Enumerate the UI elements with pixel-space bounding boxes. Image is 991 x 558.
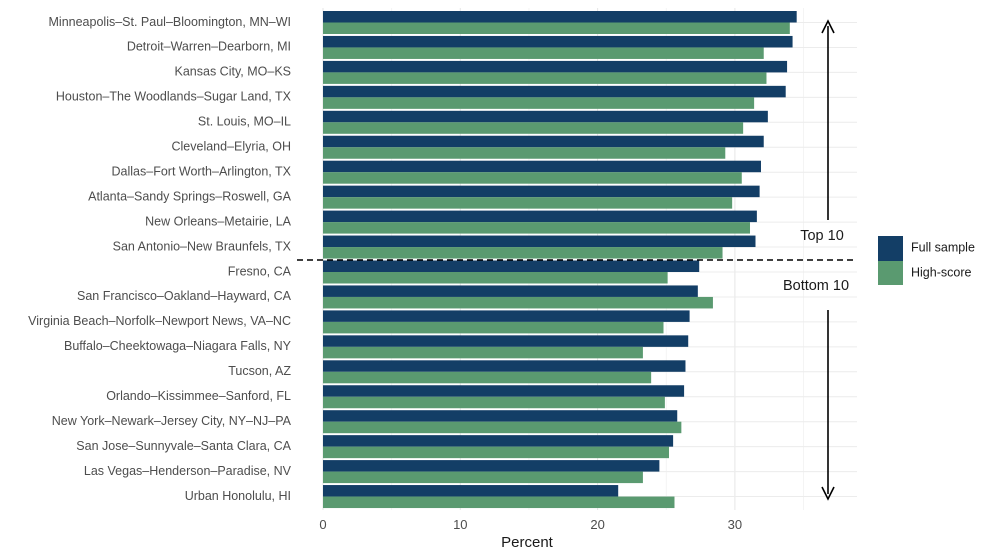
bar-full-sample bbox=[323, 385, 685, 397]
category-label: Houston–The Woodlands–Sugar Land, TX bbox=[56, 90, 292, 104]
bar-full-sample bbox=[323, 135, 764, 148]
category-label: San Francisco–Oakland–Hayward, CA bbox=[77, 289, 292, 303]
legend: Full sample High-score bbox=[878, 236, 975, 285]
x-axis-ticks: 0 10 20 30 bbox=[319, 517, 742, 532]
bar-high-score bbox=[323, 346, 643, 359]
category-label: Orlando–Kissimmee–Sanford, FL bbox=[106, 389, 291, 403]
category-label: St. Louis, MO–IL bbox=[198, 115, 291, 129]
category-label: Detroit–Warren–Dearborn, MI bbox=[127, 40, 291, 54]
bar-high-score bbox=[323, 247, 723, 259]
bar-full-sample bbox=[323, 85, 786, 98]
legend-item-high-score: High-score bbox=[878, 261, 971, 285]
bar-full-sample bbox=[323, 60, 788, 73]
bar-full-sample bbox=[323, 35, 793, 48]
x-tick-label: 20 bbox=[590, 517, 604, 532]
bar-high-score bbox=[323, 72, 767, 84]
category-label: New Orleans–Metairie, LA bbox=[145, 214, 292, 228]
bars bbox=[323, 11, 797, 509]
category-label: Urban Honolulu, HI bbox=[185, 489, 291, 503]
category-label: Kansas City, MO–KS bbox=[175, 65, 291, 79]
bottom-10-label: Bottom 10 bbox=[783, 278, 849, 294]
bar-full-sample bbox=[323, 335, 689, 347]
bar-full-sample bbox=[323, 285, 698, 297]
category-label: Buffalo–Cheektowaga–Niagara Falls, NY bbox=[64, 339, 292, 353]
legend-label-full-sample: Full sample bbox=[911, 240, 975, 254]
bar-high-score bbox=[323, 22, 790, 34]
bar-high-score bbox=[323, 371, 652, 384]
bar-high-score bbox=[323, 97, 755, 109]
category-label: Minneapolis–St. Paul–Bloomington, MN–WI bbox=[49, 15, 291, 29]
bar-high-score bbox=[323, 471, 643, 484]
bar-high-score bbox=[323, 321, 664, 334]
category-label: Dallas–Fort Worth–Arlington, TX bbox=[112, 164, 292, 178]
bar-high-score bbox=[323, 272, 668, 284]
bar-high-score bbox=[323, 446, 669, 459]
bar-full-sample bbox=[323, 360, 686, 372]
bar-high-score bbox=[323, 222, 751, 234]
bar-high-score bbox=[323, 496, 675, 509]
bar-full-sample bbox=[323, 485, 619, 497]
bottom-10-arrow bbox=[821, 310, 835, 501]
bar-full-sample bbox=[323, 160, 761, 173]
category-label: Las Vegas–Henderson–Paradise, NV bbox=[84, 464, 292, 478]
bar-full-sample bbox=[323, 260, 700, 272]
bar-high-score bbox=[323, 396, 665, 409]
category-labels: Minneapolis–St. Paul–Bloomington, MN–WI D… bbox=[28, 15, 292, 503]
top-10-label: Top 10 bbox=[800, 228, 844, 244]
bar-high-score bbox=[323, 147, 726, 159]
bar-full-sample bbox=[323, 410, 678, 422]
x-tick-label: 10 bbox=[453, 517, 467, 532]
bar-full-sample bbox=[323, 11, 797, 23]
bar-full-sample bbox=[323, 210, 757, 223]
bar-high-score bbox=[323, 122, 744, 134]
category-label: San Jose–Sunnyvale–Santa Clara, CA bbox=[76, 439, 291, 453]
bar-full-sample bbox=[323, 460, 660, 472]
legend-swatch-high-score bbox=[878, 261, 903, 285]
bar-full-sample bbox=[323, 110, 768, 123]
category-label: Cleveland–Elyria, OH bbox=[172, 140, 292, 154]
legend-label-high-score: High-score bbox=[911, 265, 971, 279]
bar-high-score bbox=[323, 197, 733, 209]
category-label: Atlanta–Sandy Springs–Roswell, GA bbox=[88, 189, 292, 203]
bar-full-sample bbox=[323, 310, 690, 322]
legend-item-full-sample: Full sample bbox=[878, 236, 975, 261]
bar-full-sample bbox=[323, 235, 756, 248]
x-axis-title: Percent bbox=[501, 534, 554, 551]
category-label: Fresno, CA bbox=[228, 264, 292, 278]
bar-high-score bbox=[323, 47, 764, 59]
bar-full-sample bbox=[323, 185, 760, 198]
category-label: Virginia Beach–Norfolk–Newport News, VA–… bbox=[28, 314, 291, 328]
legend-swatch-full-sample bbox=[878, 236, 903, 261]
x-tick-label: 30 bbox=[728, 517, 742, 532]
category-label: Tucson, AZ bbox=[228, 364, 291, 378]
bar-high-score bbox=[323, 421, 682, 434]
bar-full-sample bbox=[323, 435, 674, 447]
bar-high-score bbox=[323, 172, 742, 184]
x-tick-label: 0 bbox=[319, 517, 326, 532]
category-label: New York–Newark–Jersey City, NY–NJ–PA bbox=[52, 414, 292, 428]
top-10-arrow bbox=[821, 19, 835, 220]
bar-high-score bbox=[323, 296, 713, 309]
category-label: San Antonio–New Braunfels, TX bbox=[113, 239, 292, 253]
